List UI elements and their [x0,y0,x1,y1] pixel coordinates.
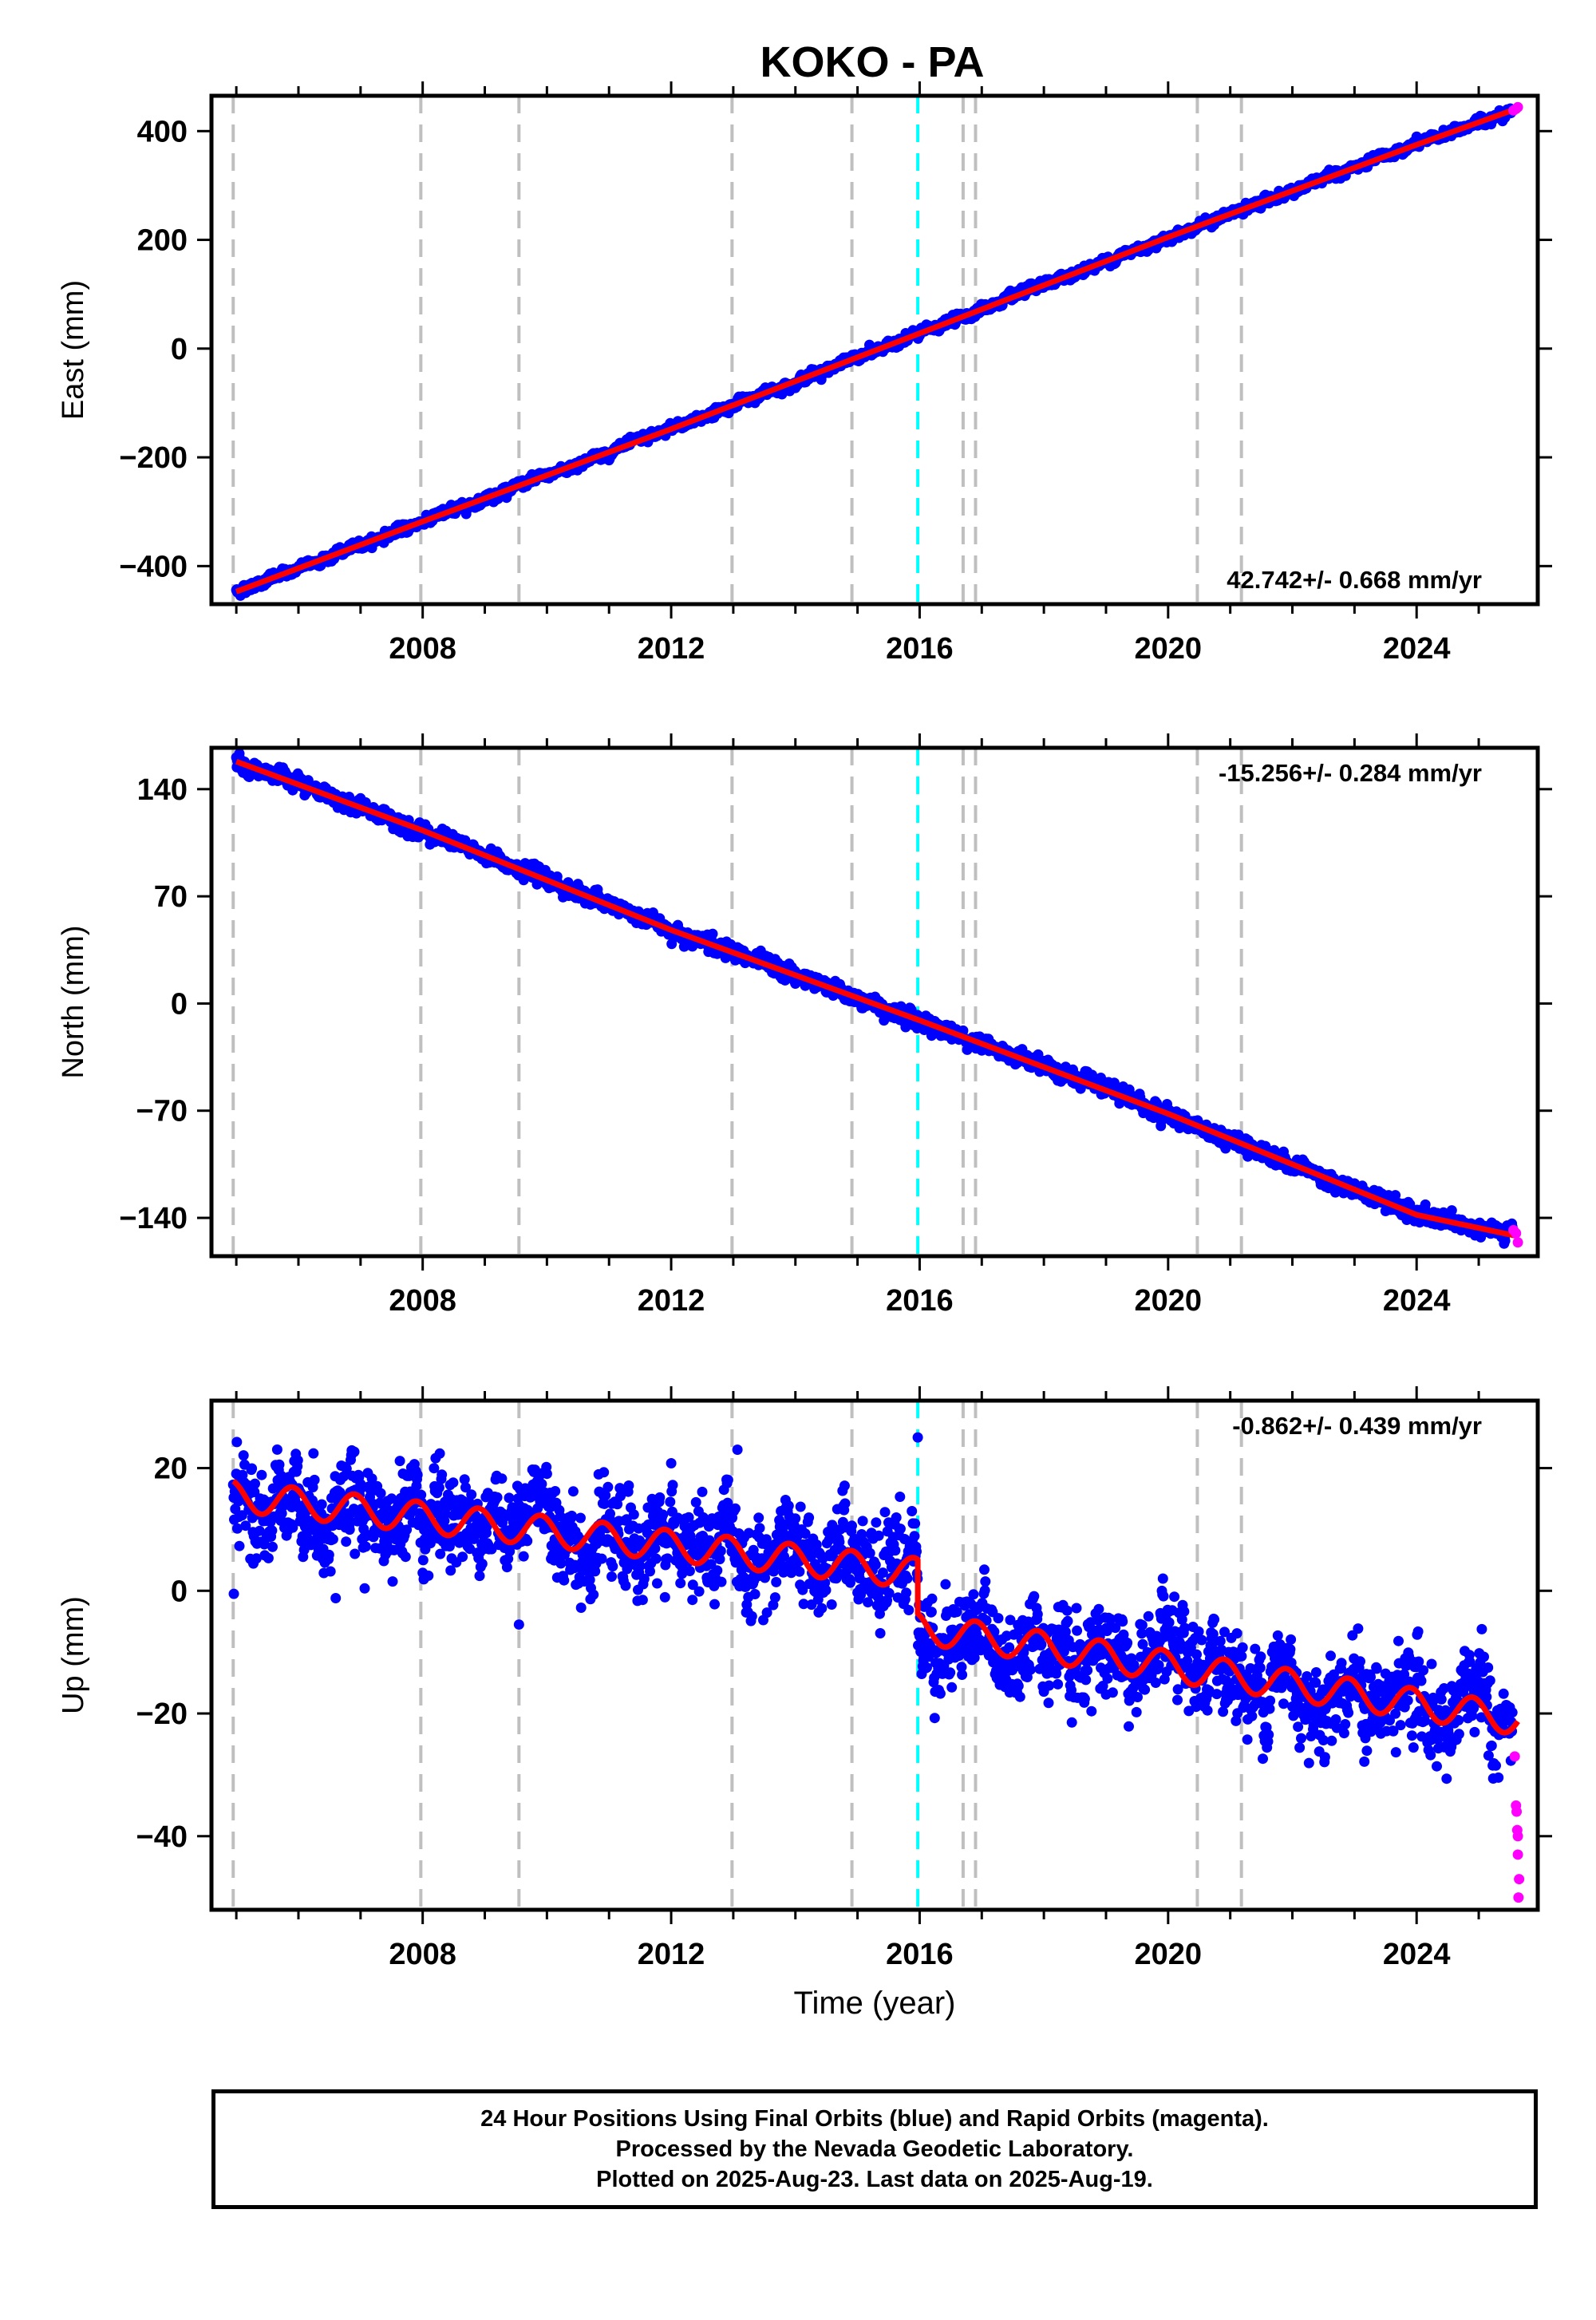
x-tick-label: 2024 [1383,632,1451,666]
final-orbit-points [231,749,1518,1249]
y-tick-label: 0 [171,333,188,366]
y-tick-label: −400 [119,550,188,583]
y-tick-label: 200 [137,224,188,258]
x-tick-label: 2012 [638,632,705,666]
y-tick-label: −200 [119,441,188,475]
model-fit-line [236,109,1518,592]
rapid-orbit-point [1513,102,1523,113]
velocity-label: 42.742+/- 0.668 mm/yr [1227,566,1482,594]
final-orbit-point [1420,1200,1431,1210]
panel-east: 2008 2012 2016 2020 2024 400 200 0 −200 −400 East … [57,81,1552,666]
x-tick-label: 2016 [886,632,954,666]
figure-title: KOKO - PA [760,38,985,86]
final-orbit-point [708,929,718,939]
x-tick-label: 2008 [389,632,456,666]
y-axis-label: East (mm) [57,280,90,420]
x-tick-label: 2020 [1135,632,1203,666]
y-tick-label: 400 [137,115,188,148]
